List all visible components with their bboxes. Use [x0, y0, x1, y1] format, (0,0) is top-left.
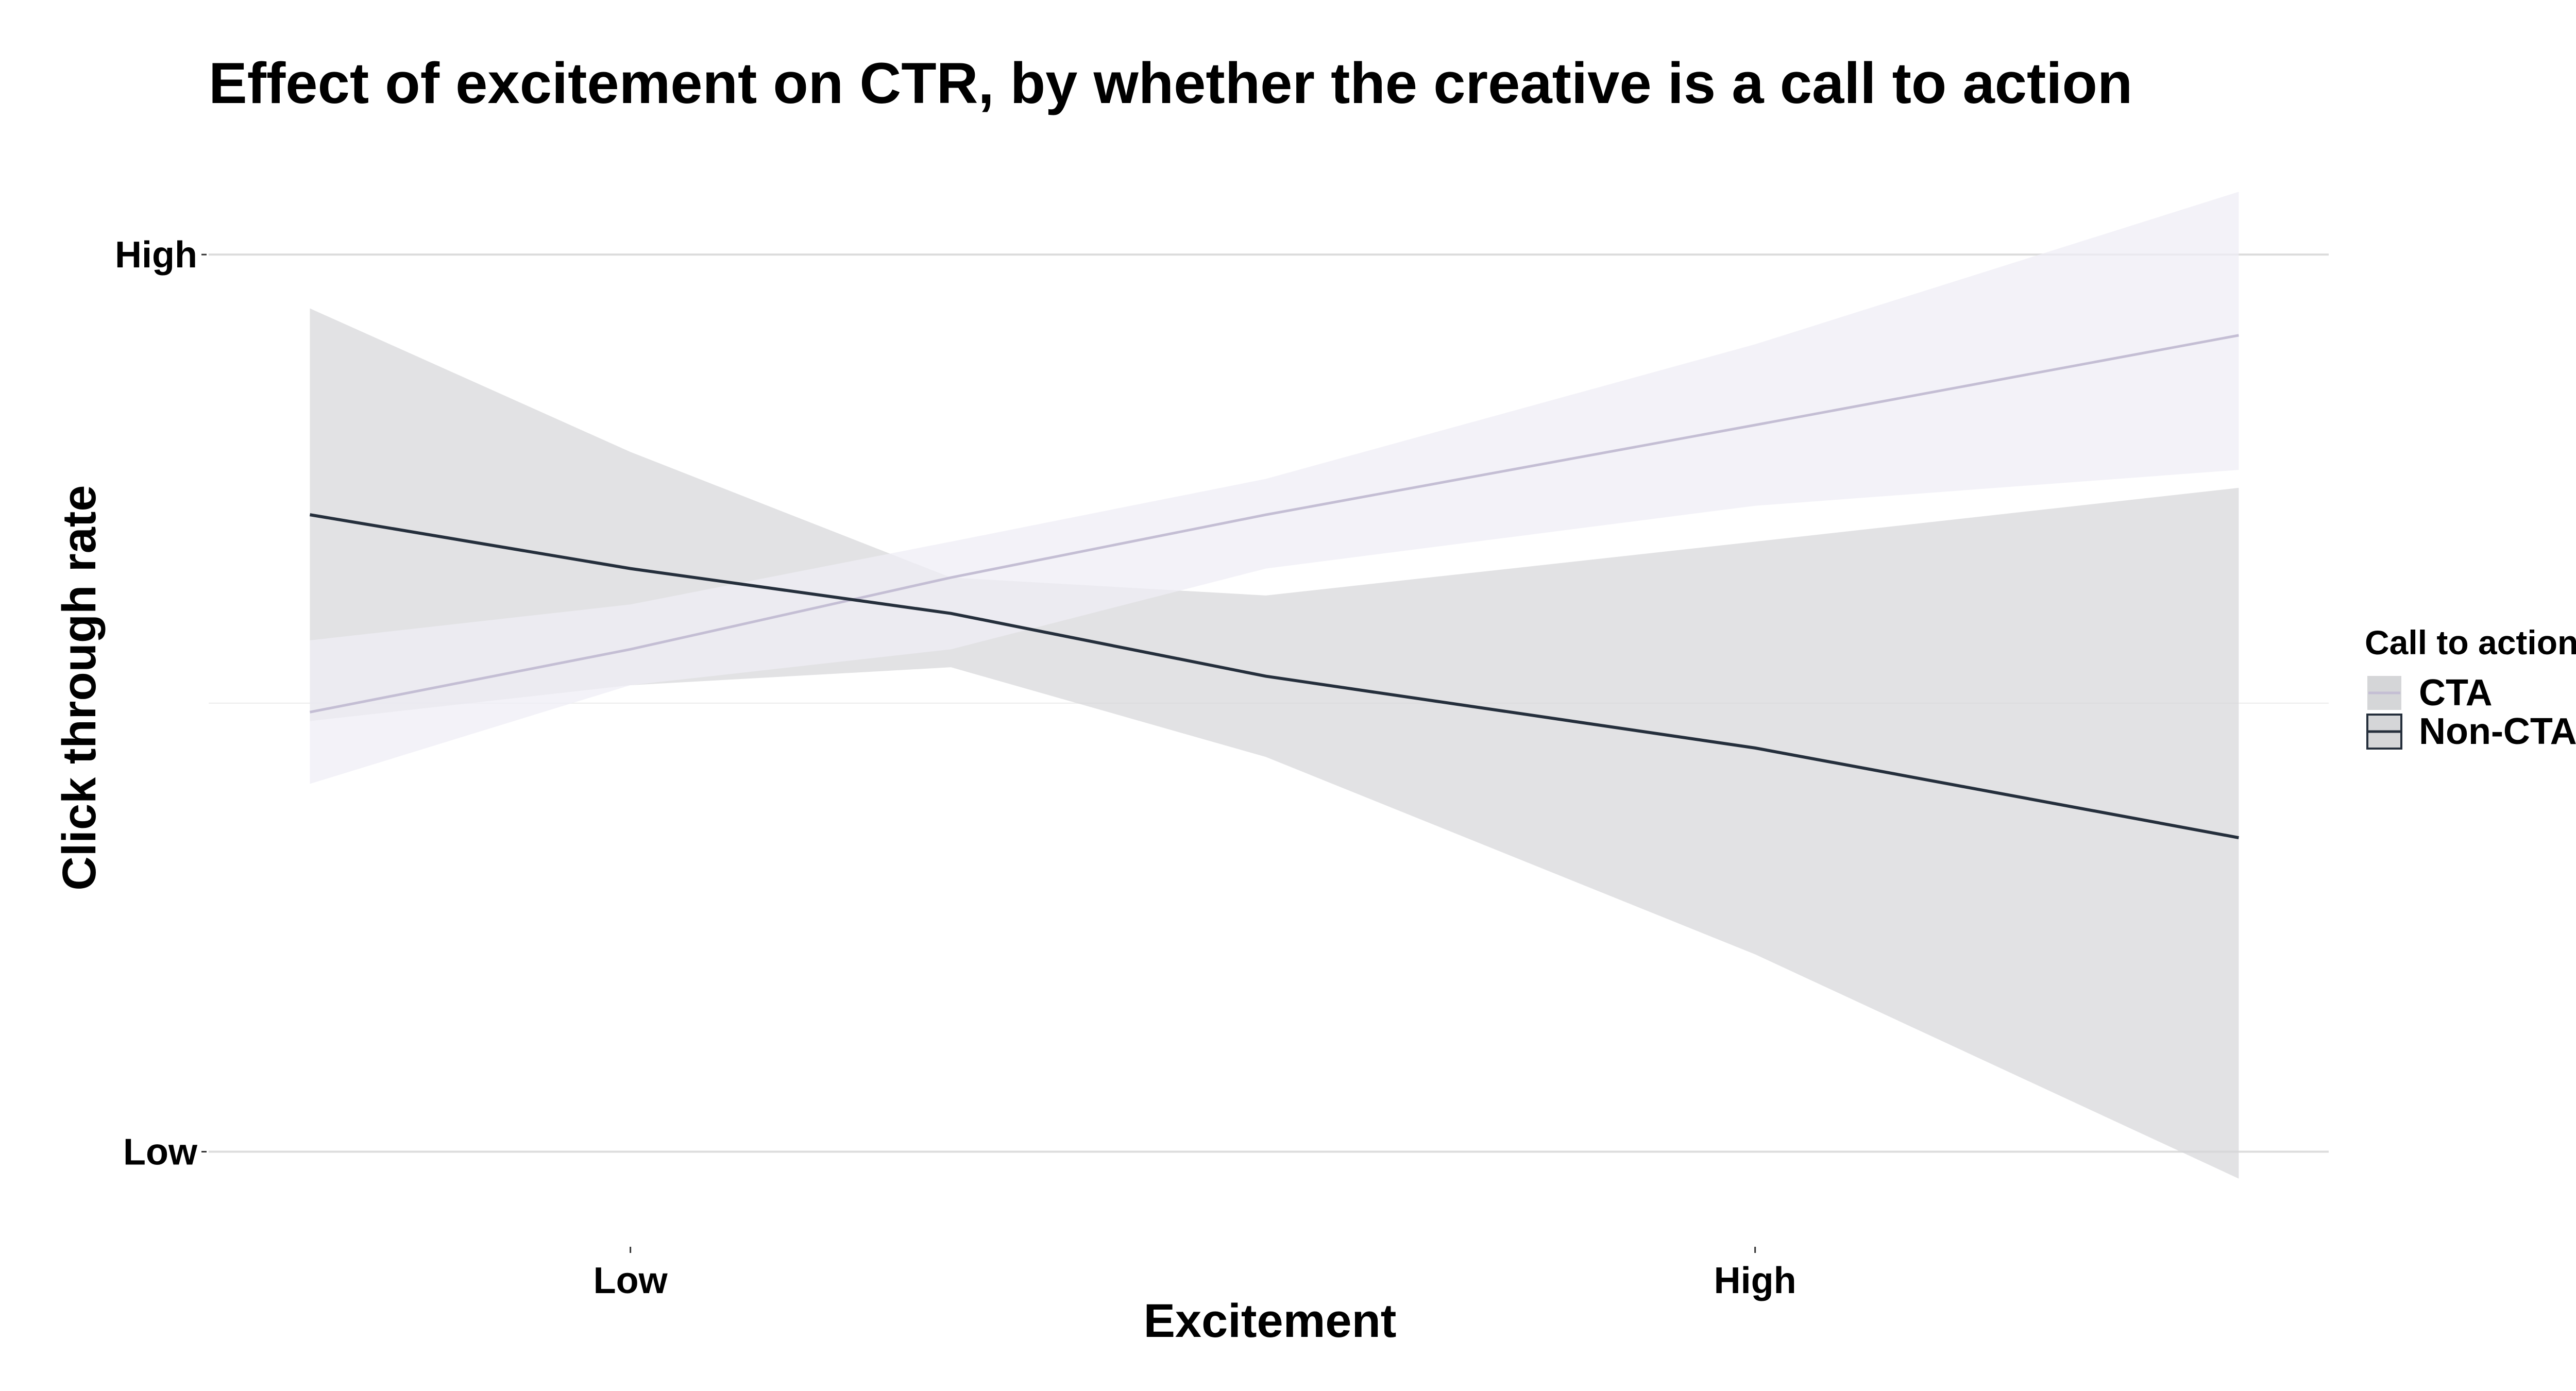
- legend-item-non-cta: Non-CTA: [2366, 711, 2576, 752]
- confidence-band-cta: [310, 192, 2239, 784]
- legend-label: Non-CTA: [2419, 711, 2576, 752]
- legend-label: CTA: [2419, 672, 2493, 714]
- y-tick-label-low: Low: [123, 1132, 198, 1173]
- x-tick-label-high: High: [1714, 1260, 1797, 1301]
- y-axis-title: Click through rate: [53, 485, 106, 890]
- x-tick-label-low: Low: [594, 1260, 668, 1301]
- series-lines: [309, 334, 2239, 839]
- x-axis-title: Excitement: [1144, 1295, 1397, 1347]
- axes: Low High Low High: [115, 234, 1797, 1301]
- y-tick-label-high: High: [115, 234, 197, 276]
- legend-title: Call to action: [2365, 623, 2576, 661]
- confidence-bands: [310, 192, 2239, 1179]
- series-line-non-cta: [309, 513, 2239, 839]
- series-line-cta: [309, 334, 2239, 714]
- legend-item-cta: CTA: [2367, 672, 2493, 714]
- chart-title: Effect of excitement on CTR, by whether …: [209, 51, 2132, 115]
- confidence-band-non-cta: [310, 308, 2239, 1179]
